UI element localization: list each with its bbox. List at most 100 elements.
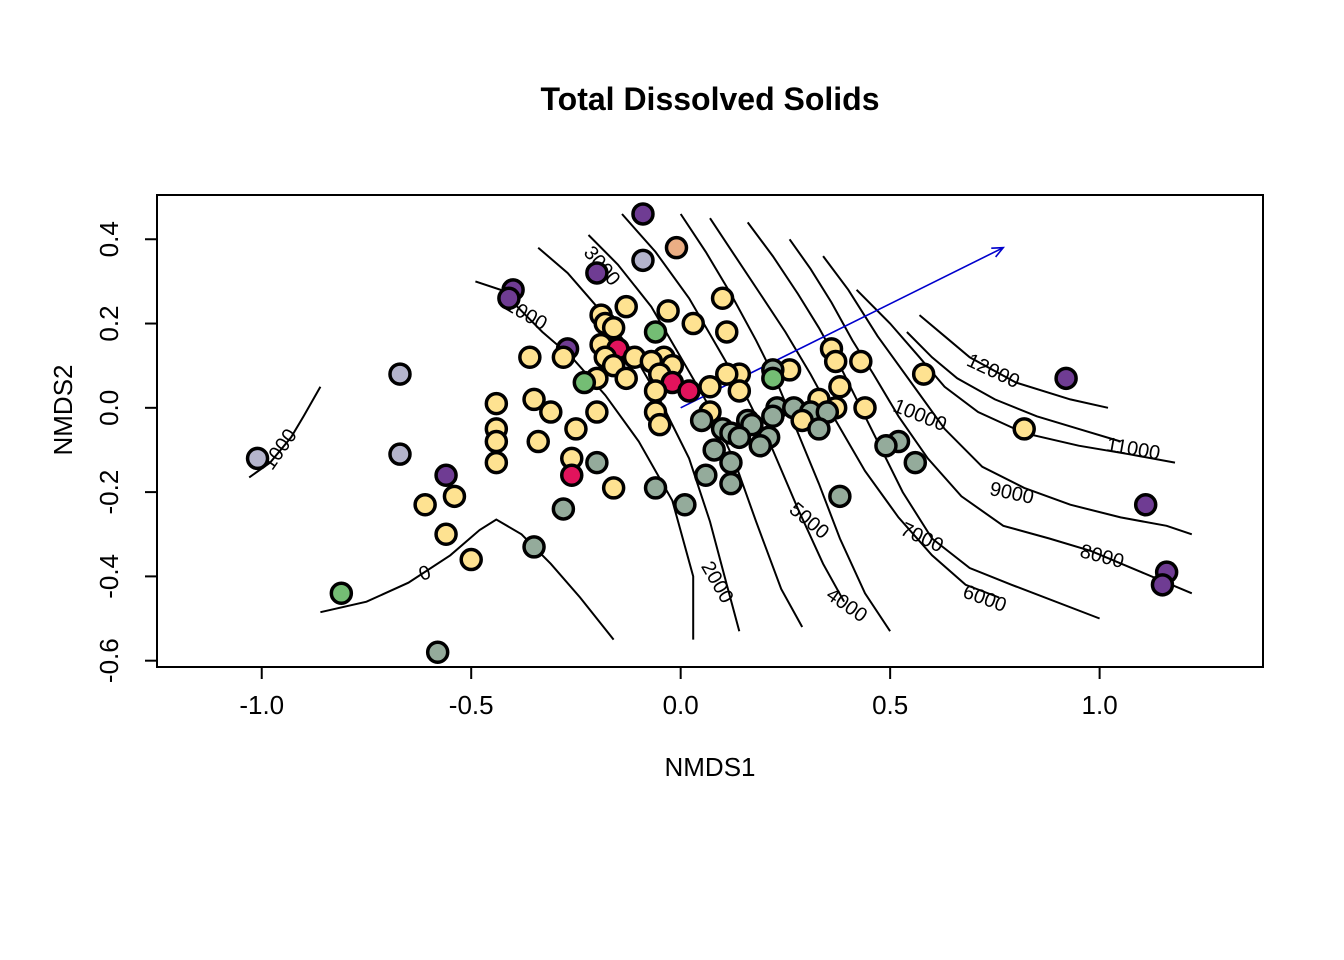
data-point-yellow [823, 349, 848, 374]
data-point-yellow [484, 429, 509, 454]
contour-line-8000 [788, 238, 1193, 595]
x-axis: -1.0 -0.5 0.0 0.5 1.0 [239, 666, 1118, 720]
data-point-yellow [911, 362, 936, 386]
x-tick-label: 1.0 [1082, 690, 1118, 720]
data-point-sage [643, 476, 668, 500]
data-point-lavender [388, 362, 412, 386]
y-tick-label: -0.6 [94, 638, 124, 683]
data-point-green [643, 320, 668, 344]
data-point-yellow [585, 400, 609, 424]
data-point-yellow [442, 484, 467, 509]
data-point-yellow [614, 294, 638, 319]
data-point-lavender [631, 248, 655, 273]
data-point-sage [425, 640, 450, 664]
plot-frame [156, 194, 1264, 668]
contour-label-0: 0 [416, 561, 434, 585]
vector-arrow-head [991, 246, 1006, 258]
contour-line-12000 [918, 314, 1109, 409]
data-point-red [560, 463, 584, 487]
data-point-yellow [849, 349, 873, 374]
data-point-peach [664, 235, 689, 260]
data-point-sage [874, 434, 898, 458]
contour-label-2000: 2000 [696, 558, 737, 608]
data-point-green [329, 581, 354, 605]
data-point-sage [689, 408, 714, 433]
contour-line-0 [320, 518, 615, 641]
x-axis-label: NMDS1 [664, 752, 755, 782]
contour-label-5000: 5000 [785, 498, 833, 543]
data-point-red [677, 379, 701, 403]
contour-line-11000 [906, 331, 1121, 443]
contour-line-9000 [822, 255, 1193, 536]
data-point-sage [828, 484, 852, 509]
data-point-yellow [484, 450, 509, 475]
y-axis: -0.6 -0.4 -0.2 0.0 0.2 0.4 [94, 221, 158, 683]
y-tick-label: 0.4 [94, 221, 124, 257]
data-point-sage [551, 497, 576, 521]
data-point-yellow [715, 320, 739, 344]
data-point-yellow [828, 375, 852, 399]
x-tick-label: 0.5 [872, 690, 908, 720]
data-point-yellow [643, 379, 668, 403]
data-point-purple [434, 463, 458, 487]
data-point-sage [702, 438, 726, 462]
y-tick-label: -0.2 [94, 470, 124, 515]
data-point-sage [807, 417, 831, 441]
data-point-yellow [518, 345, 542, 369]
data-point-yellow [647, 412, 672, 437]
data-point-sage [903, 450, 928, 475]
data-point-green [761, 366, 785, 391]
data-point-yellow [614, 366, 638, 391]
data-point-yellow [539, 400, 563, 424]
data-point-yellow [601, 476, 626, 500]
data-point-sage [585, 450, 609, 475]
contour-line-7000 [746, 221, 1100, 620]
data-point-green [572, 370, 597, 395]
data-point-sage [719, 450, 743, 475]
data-point-lavender [245, 446, 270, 471]
y-tick-label: 0.0 [94, 390, 124, 426]
data-point-sage [761, 404, 785, 428]
data-point-yellow [522, 387, 546, 412]
contour-line-4000 [621, 213, 845, 603]
x-tick-label: 0.0 [663, 690, 699, 720]
data-point-purple [1150, 573, 1175, 597]
data-point-sage [719, 471, 743, 496]
data-point-purple [1133, 493, 1158, 517]
y-axis-label: NMDS2 [48, 364, 78, 455]
contour-line-6000 [709, 217, 1000, 599]
data-point-yellow [727, 379, 752, 403]
data-point-lavender [388, 442, 412, 466]
data-point-yellow [413, 493, 437, 517]
data-point-purple [585, 261, 609, 285]
y-tick-label: -0.4 [94, 554, 124, 599]
x-tick-label: -0.5 [449, 690, 494, 720]
data-point-yellow [715, 362, 739, 386]
data-point-yellow [681, 311, 705, 336]
data-point-purple [631, 202, 655, 226]
data-point-yellow [853, 396, 877, 420]
contour-line-10000 [855, 289, 1176, 464]
data-point-sage [522, 535, 546, 559]
data-point-yellow [459, 547, 483, 572]
x-tick-label: -1.0 [239, 690, 284, 720]
contour-label-9000: 9000 [988, 478, 1036, 509]
data-point-yellow [1012, 417, 1036, 441]
data-point-yellow [698, 375, 722, 399]
chart-title: Total Dissolved Solids [540, 81, 879, 117]
data-point-sage [748, 434, 773, 458]
data-point-yellow [656, 299, 680, 323]
data-point-yellow [484, 391, 509, 416]
y-tick-label: 0.2 [94, 305, 124, 341]
data-point-sage [727, 425, 752, 450]
data-point-purple [497, 286, 521, 310]
data-point-yellow [564, 417, 588, 441]
contour-label-6000: 6000 [960, 581, 1009, 617]
contour-label-8000: 8000 [1078, 540, 1127, 573]
data-point-yellow [526, 429, 550, 454]
site-points [245, 202, 1179, 664]
data-point-yellow [710, 286, 735, 310]
data-point-yellow [551, 345, 576, 369]
data-point-purple [1054, 366, 1078, 391]
